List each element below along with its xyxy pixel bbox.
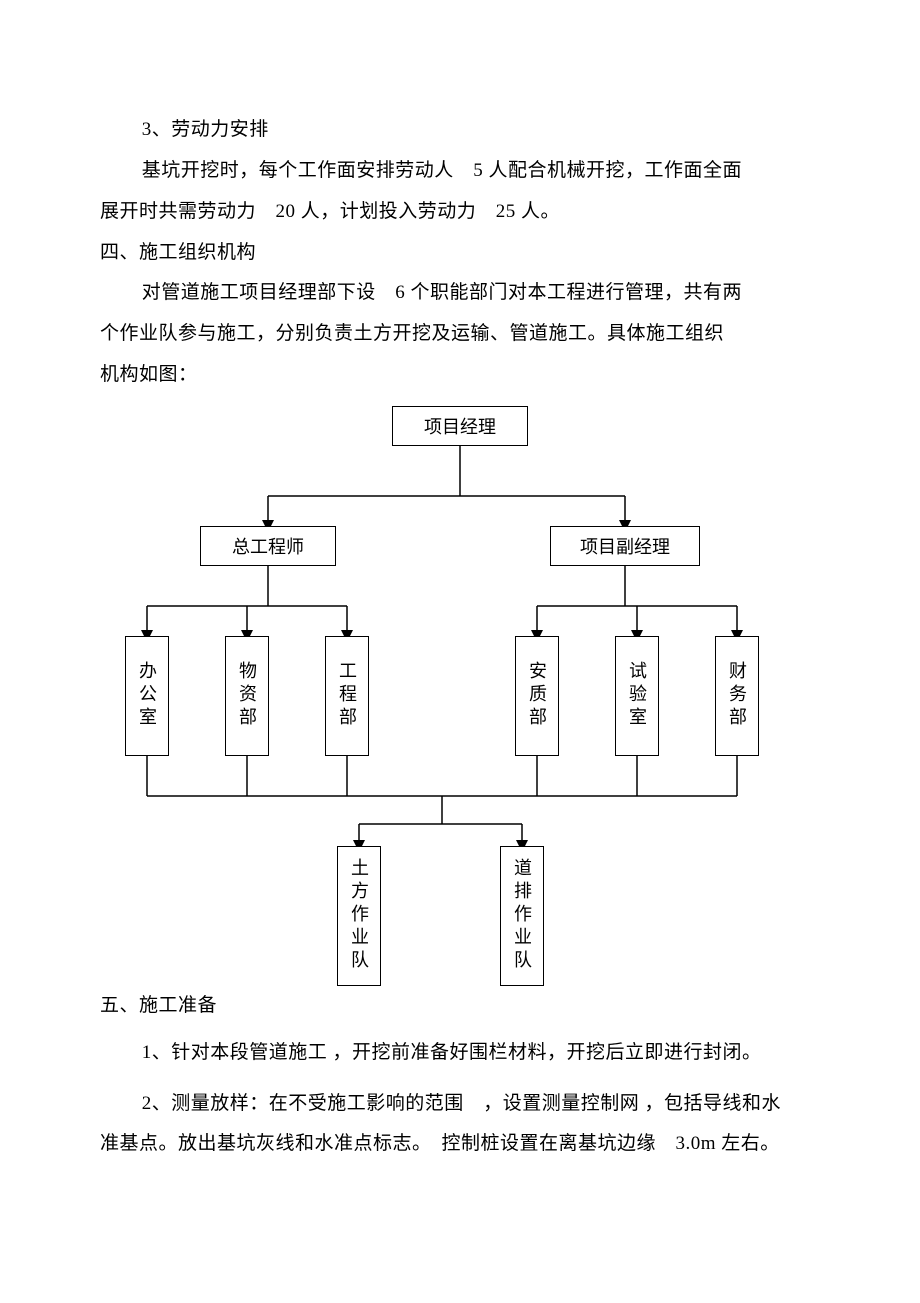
section5-title: 五、施工准备	[100, 986, 830, 1027]
org-node-lab: 试验室	[615, 636, 659, 756]
section4-body-l2: 个作业队参与施工，分别负责土方开挖及运输、管道施工。具体施工组织	[100, 314, 830, 355]
section4-body-l3: 机构如图：	[100, 355, 830, 396]
org-node-pm: 项目经理	[392, 406, 528, 446]
org-chart: 项目经理总工程师 项目副经理办公室 物资部 工程部 安质部 试验室 财务部土方作业队 道排作业…	[105, 406, 825, 986]
org-node-office: 办公室	[125, 636, 169, 756]
section3-body-l1: 基坑开挖时，每个工作面安排劳动人 5 人配合机械开挖，工作面全面	[100, 151, 830, 192]
org-node-eng: 工程部	[325, 636, 369, 756]
section4-body-l1: 对管道施工项目经理部下设 6 个职能部门对本工程进行管理，共有两	[100, 273, 830, 314]
org-node-team1: 土方作业队	[337, 846, 381, 986]
org-node-chief: 总工程师	[200, 526, 336, 566]
section4-title: 四、施工组织机构	[100, 233, 830, 274]
org-node-qa: 安质部	[515, 636, 559, 756]
org-node-deputy: 项目副经理	[550, 526, 700, 566]
org-node-finance: 财务部	[715, 636, 759, 756]
org-node-team2: 道排作业队	[500, 846, 544, 986]
org-node-material: 物资部	[225, 636, 269, 756]
section5-item2-l2: 准基点。放出基坑灰线和水准点标志。 控制桩设置在离基坑边缘 3.0m 左右。	[100, 1124, 830, 1165]
section3-body-l2: 展开时共需劳动力 20 人，计划投入劳动力 25 人。	[100, 192, 830, 233]
section3-title: 3、劳动力安排	[100, 110, 830, 151]
section5-item2-l1: 2、测量放样：在不受施工影响的范围 ，设置测量控制网 ，包括导线和水	[100, 1084, 830, 1125]
section5-item1: 1、针对本段管道施工 ，开挖前准备好围栏材料，开挖后立即进行封闭。	[100, 1033, 830, 1074]
